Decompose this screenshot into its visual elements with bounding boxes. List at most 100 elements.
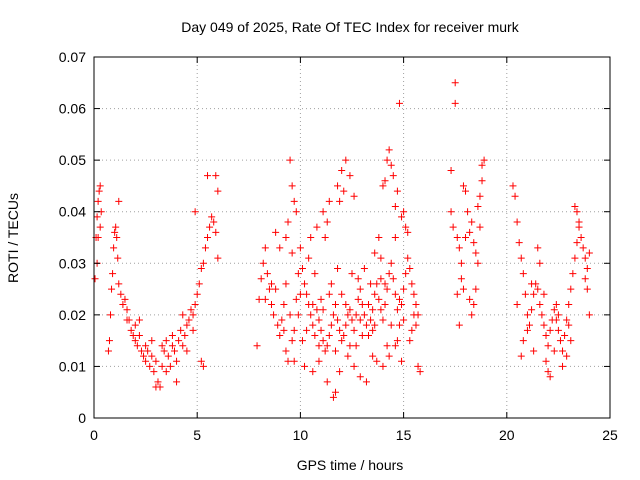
data-point: [400, 285, 408, 293]
data-point: [569, 270, 577, 278]
data-point: [464, 208, 472, 216]
y-tick-label: 0.04: [59, 204, 86, 220]
data-point: [346, 342, 354, 350]
data-point: [342, 156, 350, 164]
data-point: [567, 337, 575, 345]
data-point: [356, 373, 364, 381]
data-point: [309, 368, 317, 376]
data-point: [296, 244, 304, 252]
data-point: [189, 311, 197, 319]
data-point: [406, 337, 414, 345]
data-point: [204, 172, 212, 180]
data-point: [381, 280, 389, 288]
y-tick-label: 0.06: [59, 101, 86, 117]
data-point: [585, 249, 593, 257]
data-point: [391, 234, 399, 241]
data-point: [325, 290, 333, 298]
data-point: [96, 182, 104, 190]
data-point: [119, 301, 127, 309]
data-point: [513, 218, 521, 226]
data-point: [536, 259, 544, 267]
data-point: [414, 362, 422, 370]
data-point: [412, 321, 420, 329]
data-point: [323, 218, 331, 226]
data-point: [544, 342, 552, 350]
data-point: [393, 337, 401, 345]
data-point: [325, 197, 333, 205]
data-point: [457, 275, 465, 283]
data-point: [585, 311, 593, 319]
data-point: [137, 347, 145, 355]
data-point: [358, 301, 366, 309]
data-point: [95, 187, 103, 195]
data-point: [556, 337, 564, 345]
data-point: [416, 368, 424, 376]
data-point: [387, 161, 395, 169]
data-point: [179, 342, 187, 350]
data-point: [331, 388, 339, 396]
data-point: [199, 259, 207, 267]
data-point: [455, 244, 463, 252]
data-point: [148, 352, 156, 360]
data-point: [290, 326, 298, 334]
data-point: [319, 337, 327, 345]
data-point: [362, 321, 370, 329]
data-point: [325, 331, 333, 339]
data-point: [468, 311, 476, 319]
data-point: [309, 301, 317, 309]
data-point: [350, 326, 358, 334]
data-point: [400, 208, 408, 216]
data-point: [197, 357, 205, 365]
data-point: [311, 270, 319, 278]
data-point: [112, 223, 120, 231]
y-tick-label: 0.07: [59, 49, 86, 65]
data-point: [286, 311, 294, 319]
data-point: [521, 290, 529, 298]
data-point: [292, 295, 300, 303]
data-point: [478, 161, 486, 169]
data-point: [575, 218, 583, 226]
data-point: [530, 290, 538, 298]
data-point: [290, 357, 298, 365]
data-point: [183, 321, 191, 329]
data-point: [530, 347, 538, 355]
data-point: [470, 239, 478, 247]
data-point: [377, 306, 385, 314]
data-point: [146, 362, 154, 370]
data-point: [550, 347, 558, 355]
data-point: [110, 244, 118, 252]
data-point: [542, 357, 550, 365]
data-point: [466, 295, 474, 303]
data-point: [181, 331, 189, 339]
data-point: [270, 311, 278, 319]
data-point: [187, 306, 195, 314]
data-point: [554, 311, 562, 319]
data-point: [398, 301, 406, 309]
data-point: [191, 208, 199, 216]
data-point: [565, 301, 573, 309]
x-tick-label: 15: [396, 427, 412, 443]
data-point: [331, 301, 339, 309]
data-point: [538, 311, 546, 319]
grid-lines: [94, 57, 610, 418]
data-point: [268, 301, 276, 309]
data-point: [470, 301, 478, 309]
data-point: [319, 208, 327, 216]
data-point: [354, 295, 362, 303]
data-point: [459, 285, 467, 293]
data-point: [534, 285, 542, 293]
data-point: [313, 306, 321, 314]
data-point: [336, 197, 344, 205]
data-point: [385, 352, 393, 360]
data-point: [398, 213, 406, 221]
data-point: [552, 316, 560, 324]
data-point: [515, 239, 523, 247]
data-point: [406, 264, 414, 272]
data-point: [517, 254, 525, 262]
data-point: [358, 331, 366, 339]
y-tick-label: 0.02: [59, 307, 86, 323]
data-point: [272, 285, 280, 293]
data-point: [175, 337, 183, 345]
data-point: [455, 321, 463, 329]
